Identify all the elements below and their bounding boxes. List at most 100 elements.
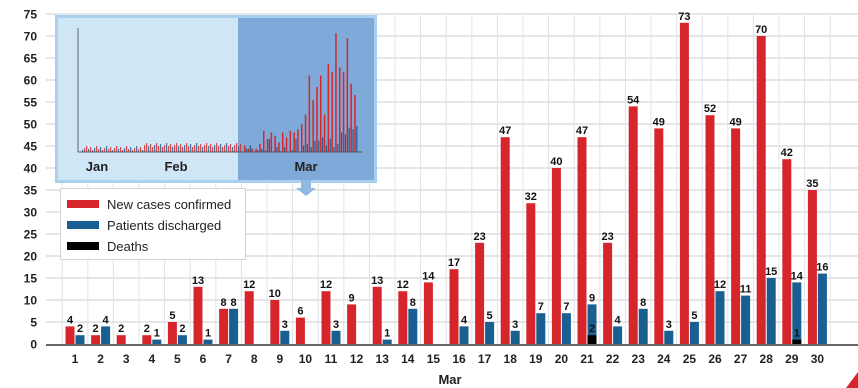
inset-bar <box>128 149 130 152</box>
legend-item-deaths: Deaths <box>67 237 148 255</box>
inset-bar <box>240 144 242 152</box>
inset-bar <box>88 149 90 152</box>
bar-patients-discharged <box>689 322 699 344</box>
inset-bar <box>333 147 335 152</box>
inset-bar <box>255 148 257 152</box>
inset-bar <box>312 99 314 152</box>
x-tick-label: 23 <box>632 352 646 366</box>
data-label: 12 <box>714 279 726 291</box>
data-label: 12 <box>320 279 332 291</box>
bar-new-cases-confirmed <box>807 190 817 344</box>
y-tick-label: 15 <box>24 272 38 286</box>
data-label: 8 <box>221 297 227 309</box>
inset-bar <box>212 147 214 152</box>
data-label: 49 <box>653 116 665 128</box>
data-label: 2 <box>589 323 595 335</box>
inset-bar <box>318 140 320 152</box>
inset-bar <box>354 95 356 152</box>
inset-bar <box>124 148 126 152</box>
inset-bar <box>236 143 238 152</box>
inset-bar <box>200 144 202 152</box>
data-label: 2 <box>144 323 150 335</box>
inset-month-label-mar: Mar <box>294 159 317 174</box>
data-label: 2 <box>118 323 124 335</box>
legend-label-deaths: Deaths <box>107 238 149 254</box>
inset-bar <box>348 127 350 152</box>
inset-bar <box>295 138 297 152</box>
bar-new-cases-confirmed <box>244 291 254 344</box>
inset-bar <box>232 147 234 152</box>
y-axis-ticks: 0 5 10 15 20 25 30 35 40 45 50 55 60 65 70 75 <box>24 8 38 352</box>
x-tick-label: 11 <box>325 352 338 366</box>
x-tick-label: 10 <box>299 352 313 366</box>
inset-bar <box>150 144 152 152</box>
data-label: 32 <box>525 191 537 203</box>
inset-bar <box>350 83 352 152</box>
y-tick-label: 35 <box>24 184 38 198</box>
y-tick-label: 75 <box>24 8 38 22</box>
inset-bar <box>90 147 92 152</box>
inset-bar <box>188 146 190 152</box>
data-label: 5 <box>691 310 697 322</box>
inset-bar <box>158 146 160 152</box>
x-tick-label: 21 <box>580 352 594 366</box>
bar-patients-discharged <box>587 304 597 344</box>
inset-highlight-march <box>238 18 374 180</box>
inset-bar <box>168 146 170 152</box>
inset-bar <box>276 147 278 152</box>
inset-bar <box>230 144 232 152</box>
data-label: 42 <box>781 147 793 159</box>
corner-logo-mark-icon <box>846 372 858 388</box>
inset-bar <box>92 150 94 152</box>
data-label: 47 <box>499 125 511 137</box>
inset-bar <box>306 143 308 152</box>
x-tick-label: 8 <box>251 352 258 366</box>
x-tick-label: 26 <box>708 352 722 366</box>
data-label: 7 <box>538 301 544 313</box>
x-tick-label: 14 <box>401 352 415 366</box>
data-label: 9 <box>589 292 595 304</box>
inset-bar <box>110 147 112 152</box>
inset-pointer-arrow-icon <box>296 180 316 196</box>
inset-bar <box>204 145 206 152</box>
inset-bar <box>342 72 345 152</box>
bar-patients-discharged <box>792 282 802 344</box>
data-label: 1 <box>794 328 800 340</box>
x-tick-label: 24 <box>657 352 671 366</box>
x-tick-label: 6 <box>200 352 207 366</box>
bar-new-cases-confirmed <box>91 335 101 344</box>
bar-patients-discharged <box>613 326 623 344</box>
inset-bar <box>214 145 216 152</box>
inset-bar <box>106 146 108 152</box>
data-label: 1 <box>384 328 390 340</box>
inset-bar <box>249 145 251 152</box>
bar-new-cases-confirmed <box>679 22 689 345</box>
inset-bar <box>224 145 226 152</box>
inset-bar <box>198 146 200 152</box>
inset-bar <box>142 150 144 152</box>
inset-bar <box>84 148 86 152</box>
inset-bar <box>268 138 270 152</box>
data-label: 23 <box>473 231 485 243</box>
inset-bar <box>114 148 116 152</box>
inset-bar <box>192 147 194 152</box>
x-tick-label: 9 <box>276 352 283 366</box>
data-label: 2 <box>179 323 185 335</box>
bar-new-cases-confirmed <box>577 137 587 344</box>
inset-bar <box>138 149 140 152</box>
data-label: 73 <box>678 11 690 23</box>
x-tick-label: 3 <box>123 352 130 366</box>
inset-bar <box>98 149 100 152</box>
data-label: 3 <box>333 319 339 331</box>
inset-bar <box>184 145 186 152</box>
y-tick-label: 50 <box>24 118 38 132</box>
inset-bar <box>265 150 267 152</box>
data-label: 52 <box>704 103 716 115</box>
bar-patients-discharged <box>229 308 239 344</box>
x-tick-label: 13 <box>376 352 390 366</box>
inset-bar <box>352 129 354 152</box>
bar-patients-discharged <box>203 339 213 344</box>
bar-patients-discharged <box>177 335 187 344</box>
